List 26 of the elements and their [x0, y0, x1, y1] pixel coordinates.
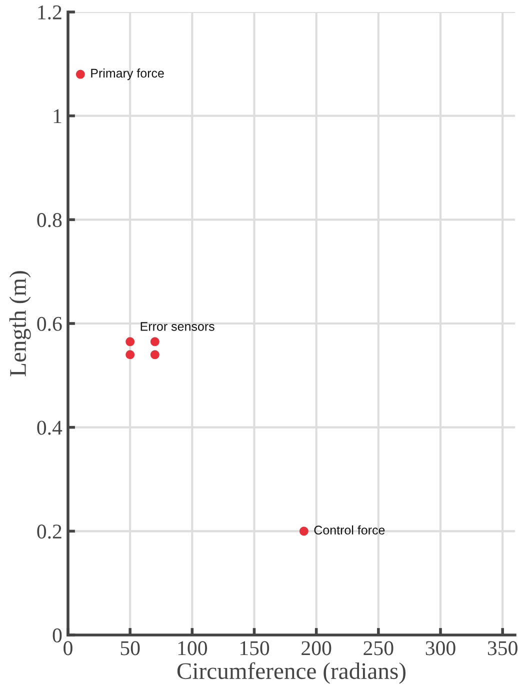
x-tick-label: 0 — [64, 641, 72, 656]
annotation: Primary force — [91, 68, 164, 80]
annotation: Error sensors — [140, 322, 214, 331]
y-tick-label: 0.8 — [37, 213, 62, 228]
x-tick-label: 350 — [488, 641, 518, 656]
y-tick-label: 1 — [54, 109, 62, 124]
point — [150, 337, 160, 346]
point — [150, 350, 160, 360]
point — [126, 350, 135, 360]
x-tick-label: 300 — [426, 641, 456, 656]
y-tick-label: 0 — [52, 628, 62, 642]
point — [299, 526, 308, 536]
x-tick-label: 250 — [364, 641, 394, 656]
x-axis-title: Circumference (radians) — [177, 662, 406, 684]
x-tick-label: 150 — [240, 641, 270, 656]
x-tick-label: 200 — [302, 641, 332, 656]
y-tick-label: 0.2 — [37, 524, 62, 539]
x-tick-label: 50 — [120, 641, 140, 656]
y-tick-label: 1.2 — [38, 5, 62, 20]
point — [76, 70, 85, 79]
y-tick-label: 0.4 — [37, 420, 62, 435]
point — [126, 337, 135, 346]
y-axis-title: Length (m) — [9, 271, 31, 376]
annotation: Control force — [314, 525, 385, 535]
x-tick-label: 100 — [178, 641, 207, 656]
y-tick-label: 0.6 — [37, 316, 62, 332]
